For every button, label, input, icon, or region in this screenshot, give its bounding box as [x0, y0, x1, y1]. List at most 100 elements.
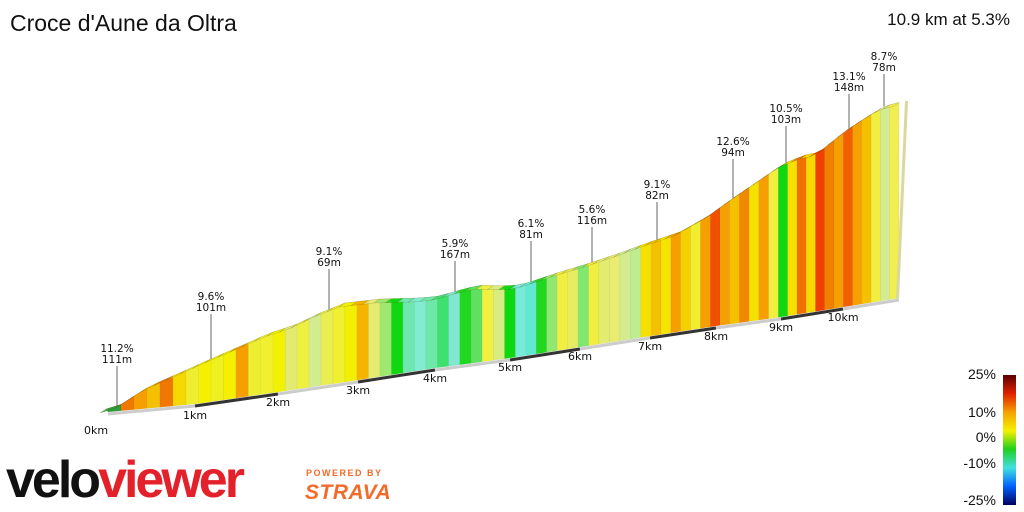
profile-segment [567, 266, 579, 350]
profile-segment [710, 207, 721, 328]
profile-segment [556, 269, 568, 351]
profile-segment [344, 301, 358, 383]
distance-axis-segment [357, 368, 436, 384]
profile-segment [778, 161, 788, 318]
profile-segment [235, 342, 249, 399]
profile-segment [660, 234, 672, 335]
strava-logo: STRAVA [305, 481, 392, 504]
profile-segment [824, 140, 835, 311]
legend-label: 25% [968, 366, 996, 382]
x-tick-label: 3km [346, 384, 370, 397]
profile-segment [493, 285, 505, 361]
x-tick-label: 9km [769, 321, 793, 334]
profile-segment [619, 248, 631, 342]
annotation-length: 101m [196, 302, 226, 314]
veloviewer-logo: veloviewer [6, 451, 245, 509]
distance-axis-segment [780, 307, 844, 321]
profile-segment [700, 214, 711, 329]
profile-segment [198, 358, 212, 404]
annotation-gradient: 10.5% [769, 103, 802, 115]
profile-segment [525, 279, 537, 356]
profile-segment [332, 302, 346, 385]
profile-segment [630, 245, 642, 340]
profile-segment [640, 241, 652, 338]
profile-segment [598, 256, 610, 345]
gradient-legend: 25% 10% 0% -10% -25% [963, 366, 1016, 508]
annotation-length: 167m [440, 249, 470, 261]
annotation-length: 82m [645, 190, 669, 202]
profile-segment [284, 323, 298, 392]
annotation-gradient: 6.1% [518, 218, 545, 230]
profile-segment [843, 125, 853, 308]
annotation-gradient: 13.1% [832, 71, 865, 83]
profile-segment [368, 298, 381, 379]
profile-segment [833, 132, 844, 309]
profile-segment [815, 147, 825, 312]
legend-label: -25% [963, 492, 996, 508]
annotation-gradient: 11.2% [100, 343, 133, 355]
legend-color-bar [1003, 375, 1016, 505]
profile-end-face [896, 101, 908, 299]
profile-segment [470, 284, 483, 364]
profile-segment [296, 317, 310, 390]
annotation-length: 116m [577, 215, 607, 227]
x-tick-label: 10km [827, 311, 858, 324]
x-tick-label: 2km [266, 396, 290, 409]
profile-segment [459, 286, 472, 365]
x-tick-label: 7km [638, 340, 662, 353]
annotation-length: 103m [771, 114, 801, 126]
profile-segment [210, 353, 224, 402]
annotation-gradient: 5.9% [442, 238, 469, 250]
annotation-length: 81m [519, 229, 543, 241]
annotation-length: 94m [721, 147, 745, 159]
profile-segment [805, 152, 816, 314]
profile-segment [260, 331, 274, 395]
annotation-length: 69m [317, 257, 341, 269]
profile-segment [515, 282, 527, 358]
profile-segment [748, 180, 760, 322]
distance-axis-segment [842, 298, 900, 311]
profile-segment [739, 186, 750, 324]
annotation-length: 78m [872, 62, 896, 74]
x-tick-label: 8km [704, 330, 728, 343]
annotation-gradient: 9.1% [316, 246, 343, 258]
profile-segment [391, 298, 404, 376]
distance-axis-segment [579, 336, 651, 351]
distance-axis-segment [194, 392, 279, 408]
profile-segment [308, 312, 322, 388]
annotation-gradient: 9.6% [198, 291, 225, 303]
profile-segment [402, 297, 415, 374]
profile-segment [481, 284, 494, 362]
profile-segment [248, 336, 261, 397]
profile-segment [650, 237, 662, 337]
profile-segment [670, 231, 681, 334]
profile-segment [536, 276, 547, 355]
x-tick-label: 5km [498, 361, 522, 374]
profile-segment [425, 295, 438, 370]
powered-by-label: POWERED BY [306, 468, 383, 478]
profile-segment [448, 289, 461, 367]
annotation-length: 148m [834, 82, 864, 94]
profile-segment [719, 200, 731, 326]
profile-segment [768, 167, 779, 320]
profile-segment [870, 108, 881, 303]
annotation-length: 111m [102, 354, 132, 366]
profile-segment [609, 252, 621, 343]
profile-segment [852, 119, 863, 306]
profile-segment [356, 300, 369, 381]
profile-segment [133, 387, 148, 410]
page-title: Croce d'Aune da Oltra [10, 10, 237, 36]
profile-segment [796, 154, 807, 315]
profile-segment [861, 113, 872, 305]
profile-segment [414, 297, 427, 372]
profile-segment [437, 293, 449, 368]
profile-segment [690, 219, 701, 331]
x-tick-label: 0km [84, 424, 108, 437]
profile-segment [729, 193, 740, 325]
annotation-gradient: 8.7% [871, 51, 898, 63]
profile-segment [787, 157, 798, 317]
distance-axis-segment [649, 326, 717, 340]
distance-axis-segment [509, 347, 581, 362]
distance-axis-segment [107, 404, 196, 416]
